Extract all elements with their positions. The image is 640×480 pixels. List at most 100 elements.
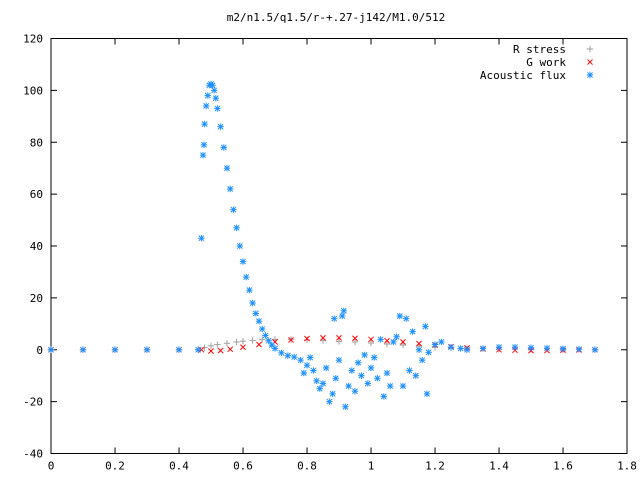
data-point xyxy=(217,123,224,130)
legend-marker xyxy=(586,71,594,79)
data-point xyxy=(390,338,397,346)
y-tick-label: 40 xyxy=(30,240,43,253)
data-point xyxy=(331,315,338,322)
data-point xyxy=(406,367,413,374)
x-tick-label: 1.2 xyxy=(425,460,445,473)
data-point xyxy=(463,346,471,353)
data-point xyxy=(209,81,216,89)
data-point xyxy=(380,393,387,400)
legend-label: R stress xyxy=(513,43,566,56)
data-point xyxy=(367,364,375,372)
data-point xyxy=(284,352,291,359)
plot-frame xyxy=(50,38,628,454)
x-tick-label: 0.8 xyxy=(297,460,317,473)
data-point xyxy=(400,339,406,345)
x-tick-label: 1.4 xyxy=(489,460,509,473)
data-point xyxy=(220,144,227,151)
data-point xyxy=(383,369,391,377)
data-point xyxy=(384,337,390,344)
data-point xyxy=(230,206,237,213)
series-2 xyxy=(47,80,599,411)
data-point xyxy=(233,224,240,232)
data-point xyxy=(415,346,423,353)
y-tick-label: 20 xyxy=(30,292,43,305)
data-point xyxy=(291,353,298,361)
data-point xyxy=(208,348,214,354)
data-point xyxy=(345,382,352,390)
data-point xyxy=(214,105,221,112)
data-point xyxy=(223,340,231,347)
data-point xyxy=(371,354,378,361)
legend-label: Acoustic flux xyxy=(480,69,566,82)
data-point xyxy=(211,87,218,94)
data-point xyxy=(575,346,583,353)
data-point xyxy=(351,338,359,346)
y-tick-label: 0 xyxy=(36,344,43,357)
data-point xyxy=(543,344,551,352)
data-point xyxy=(278,349,285,357)
data-point xyxy=(212,94,219,102)
data-point xyxy=(259,325,266,333)
y-tick-label: 120 xyxy=(23,33,43,46)
data-point xyxy=(297,356,304,364)
legend-marker xyxy=(586,45,594,53)
data-point xyxy=(203,102,210,110)
data-point xyxy=(416,340,422,347)
x-tick-label: 1 xyxy=(368,460,375,473)
data-point xyxy=(233,338,240,346)
x-tick-label: 0 xyxy=(48,460,55,473)
data-point xyxy=(227,346,234,353)
data-point xyxy=(199,152,207,159)
data-point xyxy=(323,364,330,372)
data-point xyxy=(300,369,307,377)
data-point xyxy=(47,346,55,353)
data-point xyxy=(457,345,464,352)
y-tick-label: -20 xyxy=(23,396,43,409)
data-point xyxy=(268,341,275,349)
data-point xyxy=(217,347,224,354)
data-point xyxy=(243,273,250,281)
data-point xyxy=(438,338,445,346)
data-point xyxy=(447,343,455,351)
data-point xyxy=(319,337,327,344)
data-point xyxy=(495,343,503,351)
data-marks xyxy=(47,80,599,411)
data-point xyxy=(304,335,310,342)
data-point xyxy=(364,380,371,387)
data-point xyxy=(256,341,262,348)
data-point xyxy=(479,345,487,352)
data-point xyxy=(348,367,355,374)
x-tick-label: 1.6 xyxy=(553,460,573,473)
data-point xyxy=(320,334,326,341)
x-tick-label: 0.6 xyxy=(233,460,253,473)
data-point xyxy=(412,372,419,379)
data-point xyxy=(227,185,234,193)
data-point xyxy=(358,372,365,379)
data-point xyxy=(214,341,221,348)
y-tick-label: 80 xyxy=(30,136,43,149)
data-point xyxy=(340,307,347,315)
data-point xyxy=(303,362,311,369)
data-point xyxy=(361,351,368,359)
data-point xyxy=(255,318,263,325)
legend-label: G work xyxy=(526,56,566,69)
data-point xyxy=(326,398,333,405)
data-point xyxy=(239,337,247,345)
data-point xyxy=(239,258,247,265)
data-point xyxy=(332,375,339,382)
data-point xyxy=(422,323,429,330)
y-tick-label: 60 xyxy=(30,188,43,201)
data-point xyxy=(423,390,431,398)
data-point xyxy=(249,337,256,344)
data-point xyxy=(431,341,439,348)
data-point xyxy=(265,337,272,344)
data-point xyxy=(403,315,410,322)
data-point xyxy=(310,367,317,374)
data-point xyxy=(111,346,119,353)
data-point xyxy=(383,340,391,348)
data-point xyxy=(374,375,381,382)
data-point xyxy=(393,333,400,340)
data-point xyxy=(335,356,343,364)
data-point xyxy=(79,346,87,353)
